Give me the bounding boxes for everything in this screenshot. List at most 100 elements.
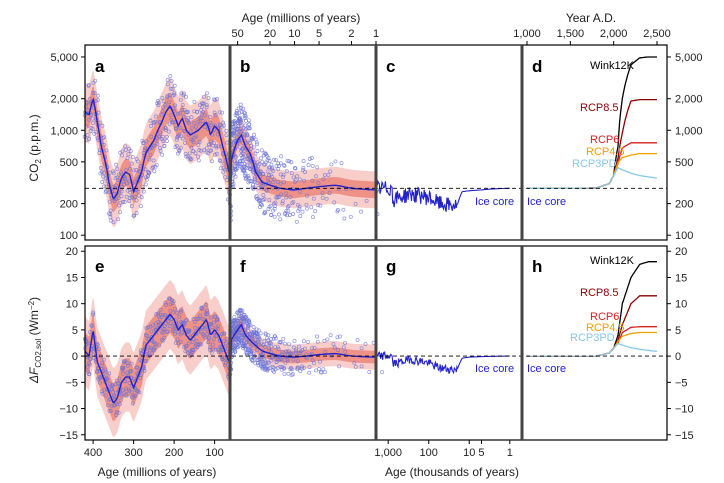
data-point bbox=[97, 120, 102, 125]
data-point bbox=[258, 198, 263, 203]
data-point bbox=[275, 194, 280, 199]
y-tick-label-bottom-left: 0 bbox=[72, 351, 78, 363]
data-point bbox=[119, 189, 124, 194]
data-point bbox=[196, 143, 201, 148]
data-point bbox=[320, 191, 325, 196]
data-point bbox=[161, 139, 166, 143]
data-point bbox=[151, 164, 156, 169]
data-point bbox=[236, 106, 241, 111]
data-point bbox=[172, 331, 177, 336]
data-point bbox=[178, 339, 183, 344]
data-point bbox=[307, 157, 312, 161]
data-point bbox=[329, 162, 334, 167]
panel-label-c: c bbox=[386, 57, 395, 76]
data-point bbox=[282, 371, 287, 376]
data-point bbox=[170, 86, 175, 91]
data-point bbox=[138, 164, 143, 169]
data-point bbox=[272, 214, 277, 219]
data-point bbox=[202, 94, 206, 99]
data-point bbox=[89, 323, 94, 328]
x-tick-label-top: 1,000 bbox=[513, 28, 541, 40]
data-point bbox=[142, 341, 147, 346]
data-point bbox=[257, 161, 262, 166]
data-point bbox=[204, 91, 209, 96]
data-point bbox=[260, 171, 265, 176]
data-point bbox=[91, 121, 95, 126]
y-tick-label-top-right: 5,000 bbox=[675, 52, 703, 64]
data-point bbox=[135, 159, 140, 164]
data-point bbox=[136, 189, 141, 194]
data-point bbox=[260, 160, 265, 165]
data-point bbox=[295, 174, 299, 179]
data-point bbox=[183, 140, 187, 145]
data-point bbox=[208, 120, 213, 125]
data-point bbox=[134, 168, 139, 172]
data-point bbox=[160, 95, 165, 100]
data-point bbox=[149, 329, 154, 334]
data-point bbox=[257, 337, 262, 342]
data-point bbox=[116, 196, 121, 201]
data-point bbox=[276, 212, 281, 217]
data-point bbox=[289, 171, 294, 176]
data-point bbox=[152, 169, 157, 174]
data-point bbox=[224, 128, 229, 133]
data-point bbox=[147, 353, 152, 358]
data-point bbox=[243, 114, 248, 119]
data-point bbox=[104, 393, 108, 398]
y-tick-label-bottom-right: 10 bbox=[675, 299, 687, 311]
data-point bbox=[100, 391, 105, 396]
data-point bbox=[145, 333, 150, 338]
data-point bbox=[285, 358, 290, 363]
data-point bbox=[85, 364, 90, 369]
data-point bbox=[288, 195, 293, 199]
median-line-e bbox=[84, 313, 230, 404]
data-point bbox=[120, 153, 124, 158]
data-point bbox=[363, 342, 368, 347]
data-point bbox=[261, 193, 266, 198]
data-point bbox=[305, 193, 310, 198]
scenario-label-top-0: Wink12K bbox=[590, 60, 635, 72]
scenario-label-top-3: RCP4.5 bbox=[586, 146, 625, 158]
data-point bbox=[222, 331, 227, 336]
data-point bbox=[252, 132, 256, 137]
data-point bbox=[158, 307, 163, 312]
data-point bbox=[206, 96, 211, 101]
y-tick-label-bottom-left: −10 bbox=[59, 404, 78, 416]
data-point bbox=[107, 397, 112, 402]
data-point bbox=[159, 112, 164, 117]
data-point bbox=[196, 158, 201, 163]
data-point bbox=[152, 342, 157, 347]
data-point bbox=[236, 132, 241, 137]
data-point bbox=[242, 173, 247, 178]
median-line-f bbox=[230, 323, 377, 358]
data-point bbox=[194, 134, 199, 139]
data-point bbox=[202, 124, 207, 129]
data-point bbox=[269, 165, 274, 170]
data-point bbox=[112, 394, 117, 399]
data-point bbox=[132, 179, 137, 184]
data-point bbox=[160, 312, 165, 317]
data-point bbox=[250, 330, 254, 335]
data-point bbox=[168, 113, 173, 118]
data-point bbox=[259, 357, 264, 362]
data-point bbox=[113, 390, 118, 395]
data-point bbox=[302, 366, 306, 370]
data-point bbox=[264, 187, 269, 192]
top-axis-label-left: Age (millions of years) bbox=[242, 11, 361, 25]
data-point bbox=[197, 140, 202, 144]
data-point bbox=[86, 341, 91, 346]
data-point bbox=[251, 185, 256, 190]
data-point bbox=[286, 342, 291, 347]
data-point bbox=[239, 118, 244, 123]
data-point bbox=[120, 149, 125, 154]
ice-core-label-c: Ice core bbox=[475, 196, 514, 208]
data-point bbox=[250, 179, 255, 184]
x-tick-label-top: 10 bbox=[288, 28, 300, 40]
data-point bbox=[206, 142, 211, 147]
data-point bbox=[222, 161, 227, 166]
data-point bbox=[172, 92, 177, 97]
scenario-label-bottom-0: Wink12K bbox=[590, 255, 635, 267]
y-tick-label-bottom-right: −5 bbox=[675, 377, 688, 389]
data-point bbox=[261, 356, 266, 361]
data-point bbox=[321, 367, 326, 372]
